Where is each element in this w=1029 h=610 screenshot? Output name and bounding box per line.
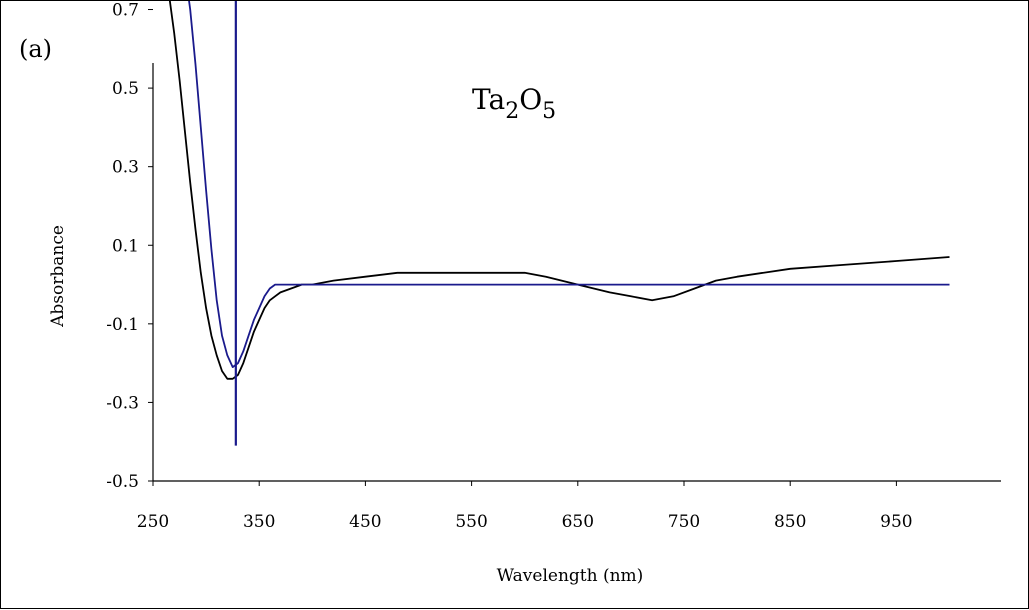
- x-tick-label: 250: [137, 512, 169, 532]
- series-lines: [168, 1, 950, 380]
- y-tick-label: -0.3: [106, 393, 139, 413]
- x-ticks: 250 350 450 550 650 750 850 950: [137, 481, 913, 532]
- x-tick-label: 750: [668, 512, 700, 532]
- y-ticks: 0.90.70.50.30.1-0.1-0.3-0.5: [106, 1, 153, 492]
- series-line-2: [188, 1, 950, 369]
- compound-text: Ta2O5: [472, 83, 556, 124]
- compound-label: Ta2O5: [472, 83, 556, 124]
- axes: [152, 63, 1001, 482]
- y-tick-label: -0.5: [106, 472, 139, 492]
- x-tick-label: 950: [880, 512, 912, 532]
- compound-subscript: 2: [505, 99, 519, 124]
- y-tick-label: -0.1: [106, 315, 139, 335]
- x-tick-label: 550: [455, 512, 487, 532]
- series-line-1: [168, 1, 950, 380]
- y-tick-label: 0.1: [112, 236, 139, 256]
- y-tick-label: 0.5: [112, 79, 139, 99]
- y-tick-label: 0.7: [112, 1, 139, 21]
- compound-subscript: 5: [542, 99, 556, 124]
- y-tick-label: 0.3: [112, 158, 139, 178]
- compound-element: Ta: [472, 83, 505, 116]
- y-axis-label: Absorbance: [48, 225, 68, 328]
- x-tick-label: 850: [774, 512, 806, 532]
- compound-element: O: [519, 83, 542, 116]
- x-tick-label: 650: [562, 512, 594, 532]
- x-tick-label: 450: [349, 512, 381, 532]
- panel-label: (a): [19, 35, 52, 63]
- x-tick-label: 350: [243, 512, 275, 532]
- x-axis-label: Wavelength (nm): [497, 566, 644, 586]
